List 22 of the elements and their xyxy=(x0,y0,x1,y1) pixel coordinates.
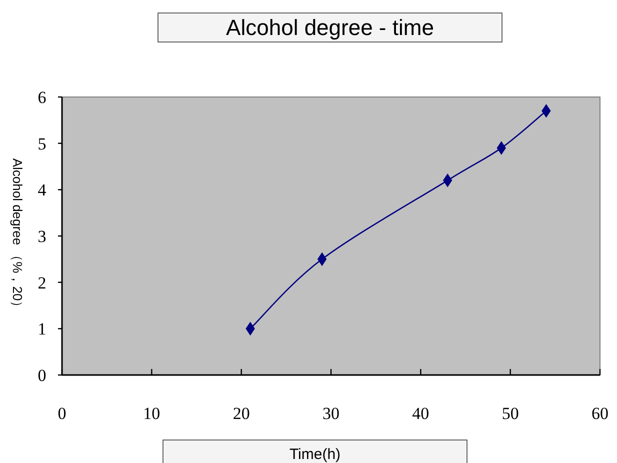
point xyxy=(318,252,327,266)
y-axis-title: Alcohol degree （%，20） xyxy=(10,158,25,314)
point xyxy=(443,174,452,187)
y-tick-label: 1 xyxy=(38,320,46,339)
y-tick-label: 6 xyxy=(38,88,46,107)
y-tick-label: 2 xyxy=(38,273,46,292)
x-tick-label: 60 xyxy=(592,404,608,423)
y-tick-label: 5 xyxy=(38,134,46,154)
point xyxy=(542,104,551,118)
y-tick-label: 0 xyxy=(38,366,46,385)
x-tick-label: 10 xyxy=(143,404,160,423)
y-tick-label: 3 xyxy=(38,227,46,246)
x-tick-label: 20 xyxy=(232,404,250,423)
y-tick-label: 4 xyxy=(38,180,47,200)
point xyxy=(246,322,255,336)
x-tick-label: 50 xyxy=(502,404,519,423)
x-tick-label: 0 xyxy=(58,404,66,423)
x-tick-label: 40 xyxy=(412,404,430,423)
point xyxy=(496,141,506,154)
x-tick-label: 30 xyxy=(322,404,340,423)
x-axis-title: Time(h) xyxy=(289,446,341,463)
chart-title: Alcohol degree - time xyxy=(226,15,434,40)
